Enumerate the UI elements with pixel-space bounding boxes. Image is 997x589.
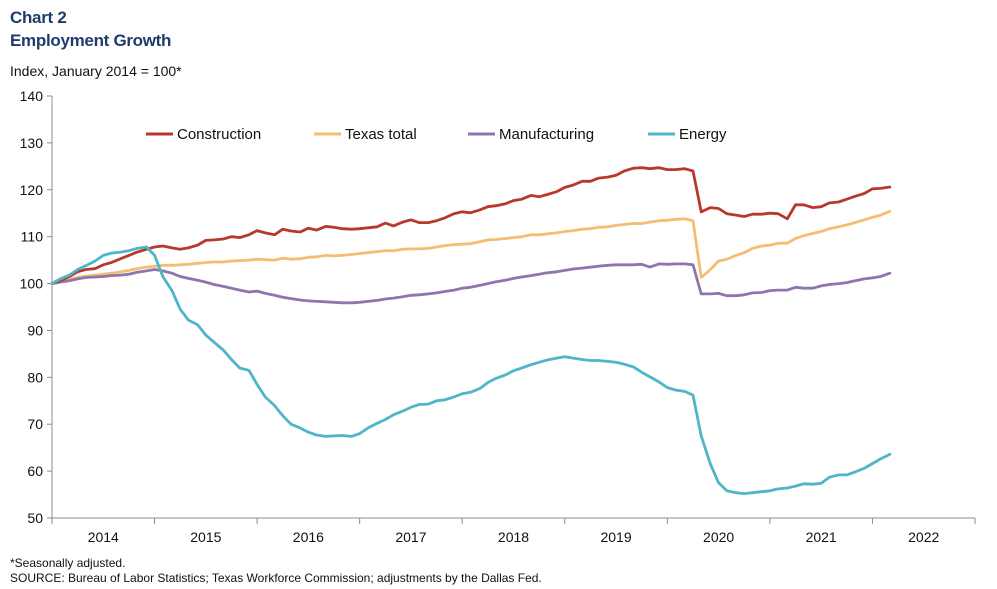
y-tick-label: 50 xyxy=(27,510,43,526)
series-line-manufacturing xyxy=(50,262,892,305)
source-note: SOURCE: Bureau of Labor Statistics; Texa… xyxy=(10,571,542,585)
y-tick-label: 60 xyxy=(27,463,43,479)
y-tick-label: 70 xyxy=(27,416,43,432)
chart-series xyxy=(50,166,892,495)
y-tick-label: 140 xyxy=(20,88,44,104)
x-tick-label: 2017 xyxy=(395,529,426,545)
footnote: *Seasonally adjusted. xyxy=(10,556,126,570)
x-axis-tick-labels: 2014 2015 2016 2017 2018 2019 2020 2021 2022 xyxy=(88,529,940,545)
legend-label-construction: Construction xyxy=(177,126,261,143)
series-line-construction xyxy=(50,166,892,285)
series-line-texas-total xyxy=(50,209,892,285)
chart-axes xyxy=(47,95,976,524)
series-line-energy xyxy=(50,245,892,495)
x-tick-label: 2020 xyxy=(703,529,734,545)
y-axis-unit-label: Index, January 2014 = 100* xyxy=(10,63,182,79)
x-tick-label: 2016 xyxy=(293,529,324,545)
y-axis-tick-labels: 140 130 120 110 100 90 80 70 60 50 xyxy=(20,88,44,526)
x-tick-label: 2021 xyxy=(806,529,837,545)
chart-number: Chart 2 xyxy=(10,8,67,27)
chart-title: Employment Growth xyxy=(10,31,172,50)
y-tick-label: 110 xyxy=(21,229,44,245)
y-tick-label: 90 xyxy=(27,322,43,338)
y-tick-label: 130 xyxy=(20,135,44,151)
y-tick-label: 80 xyxy=(27,369,43,385)
x-tick-label: 2014 xyxy=(88,529,119,545)
y-tick-label: 120 xyxy=(20,182,44,198)
x-tick-label: 2018 xyxy=(498,529,529,545)
y-tick-label: 100 xyxy=(20,276,44,292)
legend-label-texas-total: Texas total xyxy=(345,126,417,143)
x-tick-label: 2019 xyxy=(600,529,631,545)
x-tick-label: 2022 xyxy=(908,529,939,545)
chart-legend: Construction Texas total Manufacturing Ener… xyxy=(146,126,727,143)
x-tick-label: 2015 xyxy=(190,529,221,545)
legend-label-energy: Energy xyxy=(679,126,727,143)
legend-label-manufacturing: Manufacturing xyxy=(499,126,594,143)
